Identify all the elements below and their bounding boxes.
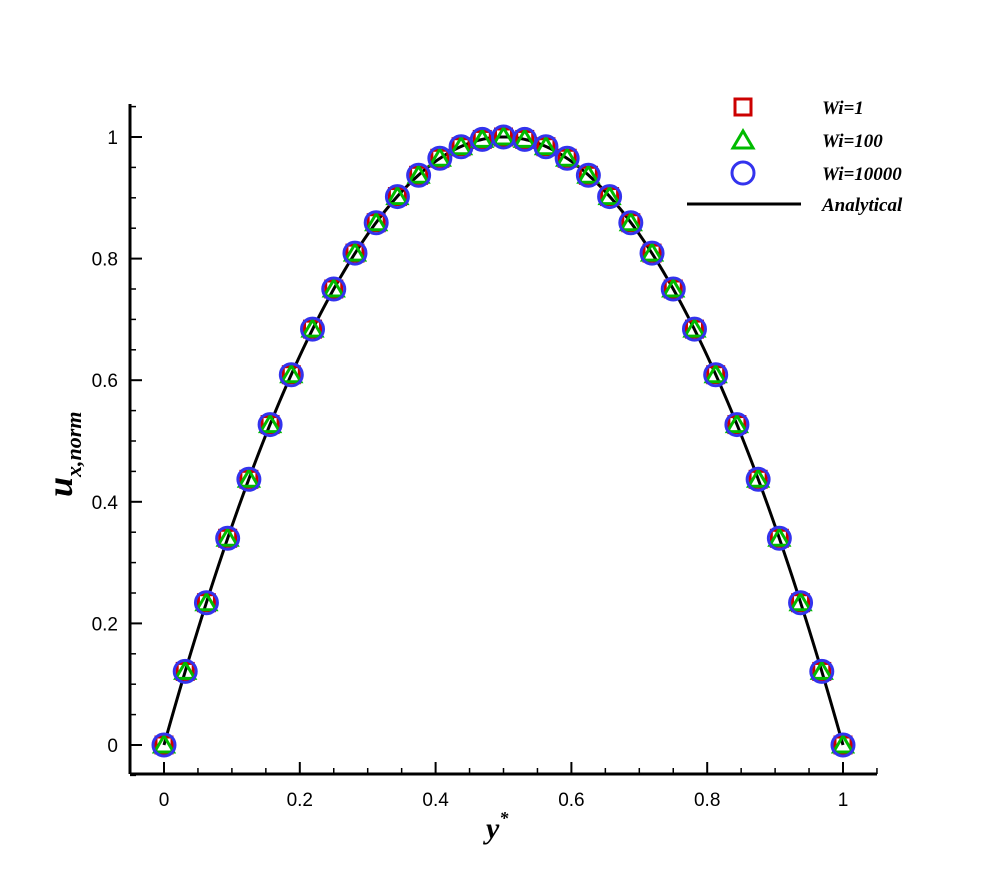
marker-circle-wi10000 xyxy=(427,145,453,171)
marker-triangle-wi100 xyxy=(448,134,474,156)
marker-triangle-wi100 xyxy=(364,210,389,232)
y-tick-label: 0.4 xyxy=(92,493,119,514)
y-tick-label: 0.6 xyxy=(92,371,118,392)
marker-triangle-wi100 xyxy=(236,467,262,488)
y-axis-title: ux,norm xyxy=(40,412,86,497)
marker-triangle-wi100 xyxy=(724,412,750,434)
marker-triangle-wi100 xyxy=(385,184,410,206)
legend: Wi=1 Wi=100 Wi=10000 Analytical xyxy=(687,97,903,216)
marker-circle-wi10000 xyxy=(703,362,729,388)
x-tick-label: 1 xyxy=(838,790,849,811)
marker-circle-wi10000 xyxy=(300,316,326,342)
marker-triangle-wi100 xyxy=(194,590,219,612)
x-tick-label: 0.8 xyxy=(694,790,720,811)
legend-marker-square xyxy=(733,97,753,117)
x-tick-label: 0 xyxy=(159,790,170,811)
x-tick-label: 0.4 xyxy=(422,790,449,811)
y-tick-label: 0.2 xyxy=(92,614,118,635)
legend-label-analytical: Analytical xyxy=(821,195,903,216)
marker-triangle-wi100 xyxy=(576,163,601,184)
marker-circle-wi10000 xyxy=(193,590,219,616)
marker-triangle-wi100 xyxy=(661,277,686,298)
x-axis-title: y* xyxy=(483,808,509,845)
y-tick-label: 0.8 xyxy=(92,250,118,271)
marker-triangle-wi100 xyxy=(173,659,198,680)
marker-triangle-wi100 xyxy=(682,317,707,338)
marker-circle-wi10000 xyxy=(788,590,814,616)
legend-marker-triangle xyxy=(730,128,756,150)
marker-triangle-wi100 xyxy=(703,362,728,384)
marker-circle-wi10000 xyxy=(597,184,623,210)
marker-triangle-wi100 xyxy=(745,467,771,488)
marker-triangle-wi100 xyxy=(597,184,622,206)
marker-triangle-wi100 xyxy=(639,241,665,262)
marker-triangle-wi100 xyxy=(342,241,368,262)
marker-circle-wi10000 xyxy=(745,466,771,492)
marker-circle-wi10000 xyxy=(766,525,792,551)
marker-triangle-wi100 xyxy=(257,412,283,434)
marker-circle-wi10000 xyxy=(257,412,283,438)
marker-circle-wi10000 xyxy=(533,134,559,160)
x-ticks-group: 0 0.2 0.4 0.6 0.8 1 xyxy=(129,762,878,811)
marker-circle-wi10000 xyxy=(236,466,262,492)
marker-triangle-wi100 xyxy=(279,362,304,384)
marker-circle-wi10000 xyxy=(639,240,665,266)
marker-circle-wi10000 xyxy=(278,362,304,388)
marker-circle-wi10000 xyxy=(618,210,644,236)
marker-circle-wi10000 xyxy=(681,316,707,342)
marker-triangle-wi100 xyxy=(809,659,834,680)
marker-triangle-wi100 xyxy=(151,733,177,754)
marker-circle-wi10000 xyxy=(215,525,241,551)
marker-circle-wi10000 xyxy=(809,658,835,684)
marker-triangle-wi100 xyxy=(767,526,792,547)
marker-triangle-wi100 xyxy=(406,163,431,184)
marker-triangle-wi100 xyxy=(533,134,559,156)
legend-label-wi100: Wi=100 xyxy=(822,131,883,152)
markers-group xyxy=(151,124,856,758)
marker-triangle-wi100 xyxy=(555,146,580,167)
legend-label-wi10000: Wi=10000 xyxy=(822,164,902,185)
marker-triangle-wi100 xyxy=(788,590,813,612)
marker-triangle-wi100 xyxy=(618,210,643,232)
marker-triangle-wi100 xyxy=(300,317,325,338)
marker-circle-wi10000 xyxy=(342,240,368,266)
marker-circle-wi10000 xyxy=(151,732,177,758)
marker-triangle-wi100 xyxy=(470,127,495,148)
marker-triangle-wi100 xyxy=(830,733,856,754)
legend-label-wi1: Wi=1 xyxy=(822,98,864,119)
marker-circle-wi10000 xyxy=(384,184,410,210)
y-tick-label: 1 xyxy=(107,128,118,149)
marker-circle-wi10000 xyxy=(660,276,686,302)
marker-circle-wi10000 xyxy=(724,412,750,438)
marker-circle-wi10000 xyxy=(512,126,538,152)
marker-circle-wi10000 xyxy=(172,658,198,684)
legend-marker-circle xyxy=(730,160,756,186)
y-ticks-group: 0 0.2 0.4 0.6 0.8 1 xyxy=(92,105,142,777)
marker-circle-wi10000 xyxy=(830,732,856,758)
marker-circle-wi10000 xyxy=(554,145,580,171)
y-tick-label: 0 xyxy=(107,736,118,757)
marker-triangle-wi100 xyxy=(512,127,537,148)
series-line-analytical xyxy=(162,135,845,746)
marker-triangle-wi100 xyxy=(427,146,452,167)
marker-circle-wi10000 xyxy=(321,276,347,302)
marker-triangle-wi100 xyxy=(491,125,516,146)
marker-triangle-wi100 xyxy=(321,277,346,298)
x-tick-label: 0.6 xyxy=(558,790,584,811)
marker-circle-wi10000 xyxy=(406,162,432,188)
marker-circle-wi10000 xyxy=(575,162,601,188)
x-tick-label: 0.2 xyxy=(287,790,313,811)
marker-circle-wi10000 xyxy=(363,210,389,236)
marker-triangle-wi100 xyxy=(215,526,240,547)
